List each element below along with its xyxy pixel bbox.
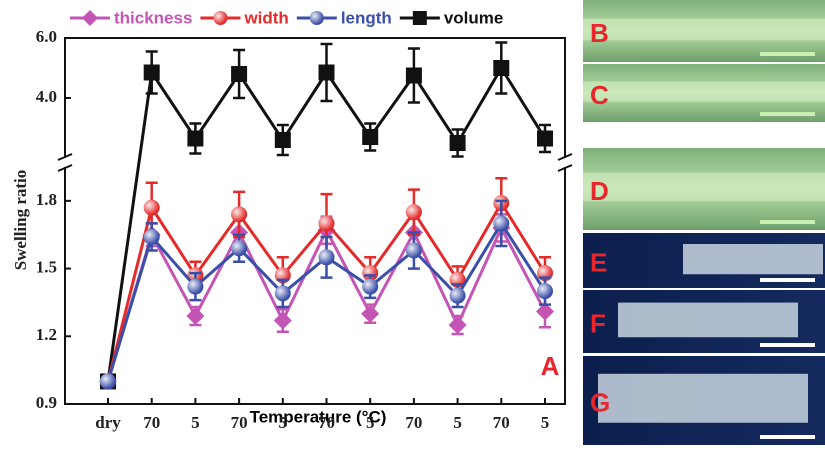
sample-band [583, 18, 825, 41]
image-panel: C [583, 64, 825, 122]
marker [274, 132, 291, 148]
marker-shine [231, 240, 248, 257]
x-tick-label: 70 [231, 413, 248, 432]
legend-label: length [341, 8, 392, 27]
y-tick-label: 1.2 [36, 325, 57, 344]
marker-shine [187, 278, 204, 295]
marker [82, 10, 98, 26]
y-tick-label: 4.0 [36, 87, 57, 106]
y-tick-label: 1.5 [36, 257, 57, 276]
x-tick-label: 5 [366, 413, 375, 432]
image-panel: F [583, 290, 825, 353]
image-panel: G [583, 356, 825, 445]
image-panel: B [583, 0, 825, 62]
marker [537, 130, 553, 147]
x-tick-label: 5 [453, 413, 462, 432]
marker-shine [362, 278, 379, 295]
legend-label: width [243, 8, 288, 27]
marker-shine [318, 215, 335, 232]
series [100, 41, 553, 390]
axis-break [557, 153, 573, 161]
marker-shine [143, 228, 160, 245]
marker-shine [143, 199, 160, 216]
marker-shine [362, 265, 379, 282]
series [100, 199, 553, 390]
marker-shine [449, 287, 466, 304]
axis-break [557, 164, 573, 172]
y-tick-label: 6.0 [36, 27, 57, 46]
marker [536, 302, 554, 321]
marker-shine [213, 11, 228, 25]
marker-shine [493, 215, 510, 232]
x-tick-label: 5 [541, 413, 550, 432]
image-panels: B C D E F G [583, 0, 825, 445]
marker [273, 311, 292, 330]
marker [405, 67, 422, 84]
marker [361, 304, 380, 323]
panel-label: E [590, 247, 607, 277]
image-panel: E [583, 233, 825, 288]
x-tick-label: 70 [318, 413, 335, 432]
x-tick-label: 5 [191, 413, 200, 432]
y-tick-label: 0.9 [36, 393, 57, 412]
legend-label: volume [444, 8, 504, 27]
marker [186, 306, 205, 325]
marker [187, 130, 204, 147]
axis-break [57, 153, 73, 161]
sample-strip [683, 244, 823, 275]
image-panel: D [583, 148, 825, 230]
panel-label: G [590, 387, 610, 417]
marker [448, 316, 467, 334]
x-tick-label: 5 [279, 413, 288, 432]
x-axis-label: Temperature (°C) [250, 407, 387, 426]
marker [493, 60, 510, 76]
annotation: A [541, 351, 560, 381]
marker-shine [231, 206, 248, 223]
sample-band [583, 81, 825, 102]
panel-label: C [590, 80, 609, 110]
x-tick-label: 70 [405, 413, 422, 432]
y-tick-label: 1.8 [36, 190, 57, 209]
axis-break [57, 164, 73, 172]
marker-shine [537, 283, 553, 300]
x-tick-label: 70 [493, 413, 510, 432]
marker-shine [274, 285, 291, 302]
marker [143, 64, 160, 81]
marker-shine [405, 204, 422, 221]
y-axis-label: Swelling ratio [11, 170, 30, 271]
panel-label: D [590, 176, 609, 206]
marker [412, 11, 427, 25]
legend-label: thickness [114, 8, 192, 27]
marker-shine [309, 11, 324, 25]
sample-band [583, 172, 825, 202]
marker-shine [318, 249, 335, 266]
marker [449, 135, 466, 151]
marker [231, 66, 248, 82]
x-tick-label: 70 [143, 413, 160, 432]
sample-strip [598, 373, 808, 423]
marker [318, 64, 335, 81]
panel-label: F [590, 308, 606, 338]
panel-label: B [590, 18, 609, 48]
marker-shine [100, 373, 116, 390]
series [100, 177, 553, 390]
sample-strip [618, 302, 798, 338]
marker [362, 129, 379, 145]
marker-shine [405, 242, 422, 259]
x-tick-label: dry [95, 413, 121, 432]
